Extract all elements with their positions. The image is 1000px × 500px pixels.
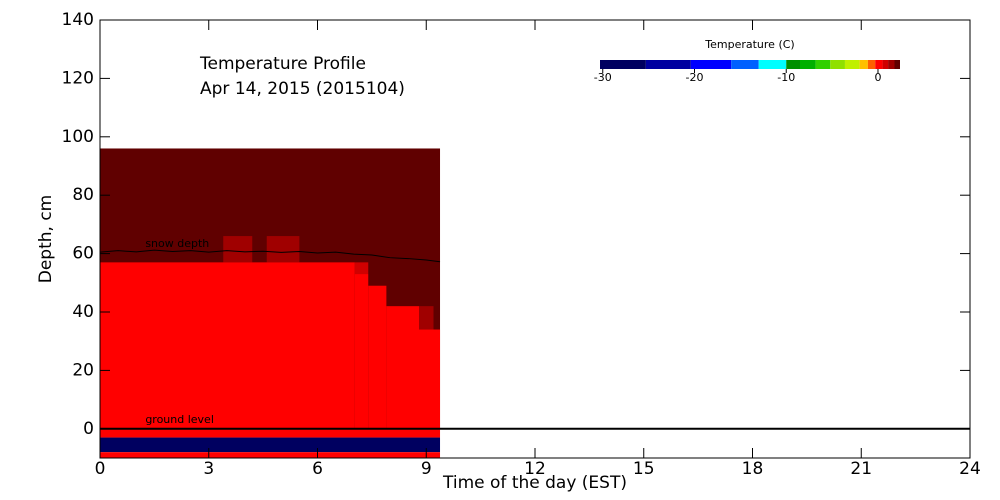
heat-cell — [100, 262, 355, 429]
colorbar-tick-label: -30 — [594, 71, 612, 84]
colorbar-swatch — [859, 60, 868, 69]
colorbar-swatch — [894, 60, 900, 69]
y-tick-label: 40 — [72, 302, 94, 322]
colorbar-swatch — [758, 60, 787, 69]
x-tick-label: 18 — [742, 459, 764, 479]
x-tick-label: 21 — [850, 459, 872, 479]
heat-cell — [419, 306, 434, 330]
colorbar-swatch — [800, 60, 816, 69]
heat-cell — [100, 452, 441, 458]
colorbar-swatch — [888, 60, 895, 69]
ground-level-label: ground level — [145, 413, 214, 426]
y-tick-label: 80 — [72, 185, 94, 205]
heat-cell — [100, 428, 441, 438]
x-tick-label: 6 — [312, 459, 323, 479]
x-tick-label: 12 — [524, 459, 546, 479]
snow-depth-label: snow depth — [145, 237, 209, 250]
x-tick-label: 15 — [633, 459, 655, 479]
colorbar-tick-label: -20 — [686, 71, 704, 84]
colorbar-tick-label: -10 — [777, 71, 795, 84]
x-tick-label: 24 — [959, 459, 981, 479]
heat-cell — [354, 262, 369, 275]
x-tick-label: 0 — [95, 459, 106, 479]
heat-cell — [223, 236, 253, 263]
colorbar-swatch — [600, 60, 646, 69]
colorbar-swatch — [844, 60, 860, 69]
chart-title: Temperature Profile — [199, 54, 366, 74]
y-tick-label: 100 — [62, 127, 94, 147]
y-tick-label: 60 — [72, 244, 94, 264]
heat-cell — [419, 329, 441, 429]
colorbar-swatch — [867, 60, 876, 69]
colorbar-swatch — [731, 60, 759, 69]
heat-cell — [386, 306, 419, 429]
y-tick-label: 20 — [72, 360, 94, 380]
x-axis-label: Time of the day (EST) — [442, 473, 627, 493]
heat-cell — [354, 274, 369, 429]
x-tick-label: 3 — [203, 459, 214, 479]
chart-subtitle: Apr 14, 2015 (2015104) — [200, 79, 405, 99]
y-tick-label: 140 — [62, 10, 94, 30]
colorbar-tick-label: 0 — [874, 71, 881, 84]
colorbar-swatch — [875, 60, 883, 69]
y-axis-label: Depth, cm — [36, 195, 56, 284]
y-tick-label: 0 — [83, 419, 94, 439]
colorbar-swatch — [645, 60, 691, 69]
colorbar-swatch — [786, 60, 800, 69]
snow-depth-line — [99, 249, 441, 263]
colorbar-swatch — [882, 60, 889, 69]
colorbar-label: Temperature (C) — [704, 38, 794, 51]
y-tick-label: 120 — [62, 68, 94, 88]
heat-cell — [266, 236, 300, 263]
x-tick-label: 9 — [421, 459, 432, 479]
heat-cell — [100, 437, 441, 453]
colorbar-swatch — [690, 60, 732, 69]
colorbar-swatch — [815, 60, 831, 69]
heat-cell — [368, 285, 387, 429]
colorbar-swatch — [830, 60, 845, 69]
